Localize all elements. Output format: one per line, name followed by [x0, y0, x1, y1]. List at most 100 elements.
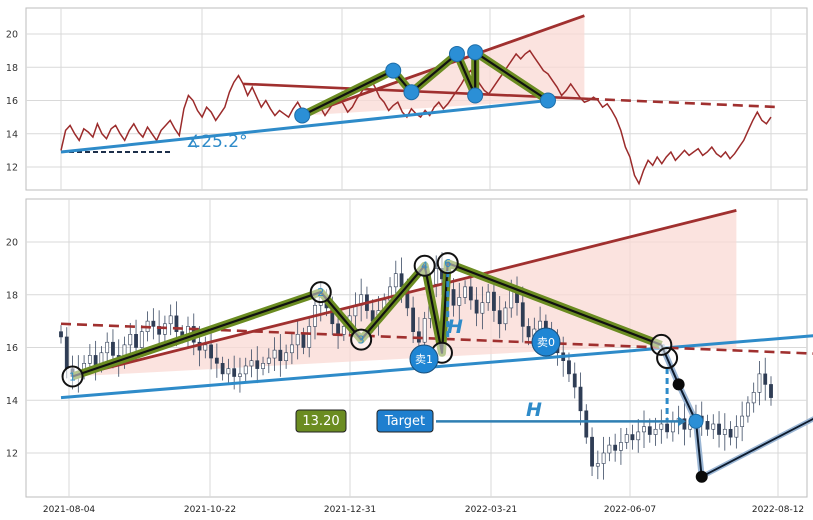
- candle-body: [468, 286, 473, 301]
- top-panel-y-axis: 12 14 16 18 20: [6, 30, 18, 174]
- candle-body: [336, 323, 340, 335]
- candle-body: [665, 423, 669, 433]
- candle-body: [243, 365, 248, 375]
- candle-body: [87, 355, 92, 364]
- candle-body: [572, 373, 577, 388]
- candle-body: [266, 357, 271, 364]
- target-box-label: Target: [384, 414, 425, 429]
- candle-body: [670, 421, 675, 433]
- candle-body: [486, 291, 491, 303]
- price-box-bg: [295, 409, 347, 433]
- sell-marker-1: 卖1: [409, 344, 439, 374]
- candle-body: [509, 289, 514, 309]
- candle-body: [226, 368, 231, 375]
- candle-body: [503, 307, 508, 325]
- candle-body: [705, 421, 710, 430]
- bottom-y-tick-label: 18: [6, 290, 18, 301]
- candle-body: [474, 299, 479, 314]
- candle-body: [751, 392, 756, 404]
- candle-body: [255, 360, 260, 369]
- candle-body: [740, 415, 745, 427]
- candle-body: [711, 423, 716, 430]
- candle-body: [722, 428, 727, 435]
- top-panel-grid: [26, 8, 807, 190]
- target-arrow-head: [677, 416, 686, 427]
- candle-body: [128, 334, 133, 346]
- bottom-pattern-point-ring: [309, 281, 332, 304]
- candle-body: [399, 273, 404, 288]
- target-box-bg: [376, 409, 434, 433]
- candle-body: [307, 326, 312, 348]
- sell-marker-0-label: 卖0: [537, 336, 555, 349]
- bottom-pattern-point-ring: [436, 252, 459, 275]
- candle-body: [526, 326, 531, 338]
- sell-marker-0-circle: [531, 327, 561, 357]
- angle-label: ∡25.2°: [186, 132, 248, 152]
- top-pattern-point: [448, 45, 465, 62]
- height-label-2: H: [526, 399, 542, 421]
- x-tick-label: 2021-10-22: [184, 505, 236, 515]
- candle-body: [595, 463, 600, 467]
- top-y-tick-label: 12: [6, 163, 18, 174]
- candle-body: [630, 434, 635, 441]
- candle-body: [653, 428, 658, 435]
- bottom-pattern-point-label: 6: [444, 257, 451, 270]
- recovery-path: [701, 418, 813, 478]
- candle-body: [636, 431, 641, 441]
- top-pattern-point: [467, 87, 484, 104]
- bottom-pattern-point-label: 3: [358, 334, 365, 347]
- bottom-pattern-point-label: 4: [421, 260, 428, 273]
- candle-body: [567, 360, 571, 375]
- candle-body: [59, 331, 63, 338]
- bottom-pattern-point-ring: [413, 254, 436, 277]
- candle-body: [249, 360, 254, 367]
- candle-body: [168, 315, 173, 325]
- candle-body: [728, 428, 733, 438]
- candle-body: [538, 320, 543, 330]
- candle-body: [139, 331, 144, 348]
- candle-body: [105, 341, 110, 354]
- bottom-y-tick-label: 12: [6, 449, 18, 460]
- candle-body: [272, 349, 277, 359]
- candle-body: [151, 320, 156, 327]
- candle-body: [584, 410, 589, 438]
- candle-body: [451, 289, 456, 306]
- top-pattern-point: [403, 84, 420, 101]
- candle-body: [295, 334, 300, 346]
- bottom-support-line: [60, 334, 813, 400]
- candle-body: [746, 402, 750, 417]
- candle-body: [174, 315, 179, 332]
- price-box: 13.20: [295, 409, 347, 433]
- candle-body: [757, 373, 762, 393]
- price-box-label: 13.20: [302, 414, 339, 429]
- candle-body: [422, 318, 427, 343]
- x-tick-label: 2022-03-21: [465, 505, 517, 515]
- candle-body: [659, 423, 664, 430]
- candle-body: [647, 426, 652, 435]
- candle-body: [463, 286, 467, 298]
- candle-body: [457, 297, 462, 306]
- bottom-y-tick-label: 16: [6, 343, 18, 354]
- bottom-panel-x-axis: 2021-08-04 2021-10-22 2021-12-31 2022-03-21…: [43, 505, 804, 515]
- x-tick-label: 2021-08-04: [43, 505, 96, 515]
- bottom-pattern-point-ring: [61, 365, 84, 388]
- candle-body: [393, 273, 398, 288]
- top-panel: 12 14 16 18 20 ∡25.2°: [6, 7, 808, 191]
- candle-body: [289, 344, 294, 354]
- candle-body: [134, 334, 138, 348]
- candle-body: [284, 352, 289, 361]
- decline-recovery-points: [656, 347, 708, 483]
- candle-body: [520, 302, 525, 327]
- top-support-line: [60, 99, 549, 154]
- bottom-pattern-point-ring: [350, 328, 373, 351]
- top-y-tick-label: 14: [6, 129, 18, 140]
- decline-recovery-point: [672, 378, 685, 391]
- candle-body: [64, 336, 69, 369]
- candle-body: [590, 436, 594, 467]
- candle-body: [619, 442, 623, 451]
- top-pattern-point: [539, 92, 556, 109]
- candle-body: [261, 363, 265, 369]
- candle-body: [203, 344, 208, 351]
- candle-body: [434, 268, 439, 285]
